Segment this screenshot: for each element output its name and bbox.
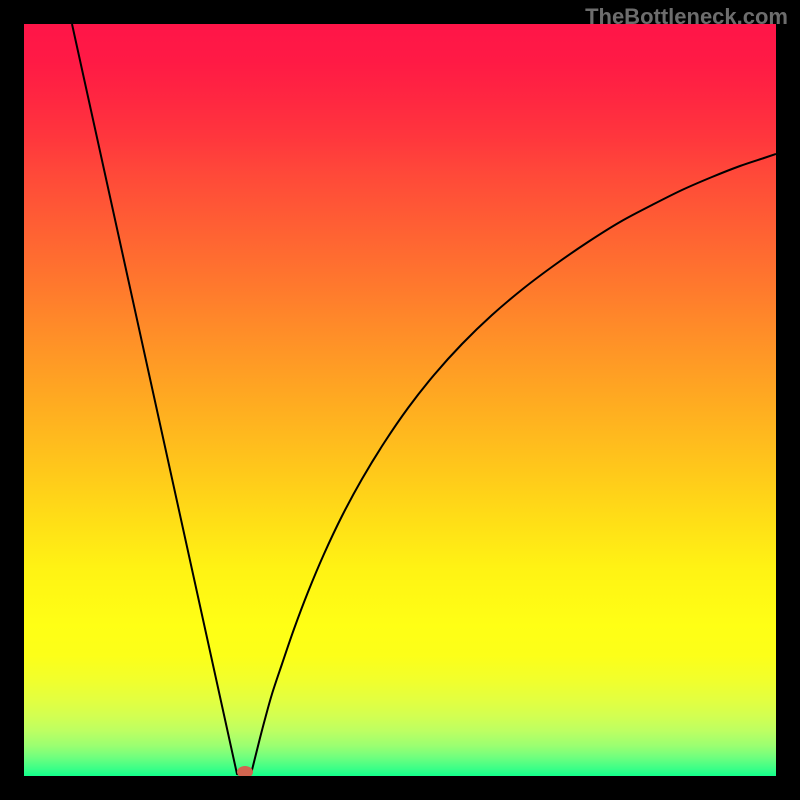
plot-area (24, 24, 776, 776)
chart-container: TheBottleneck.com (0, 0, 800, 800)
gradient-background (24, 24, 776, 776)
